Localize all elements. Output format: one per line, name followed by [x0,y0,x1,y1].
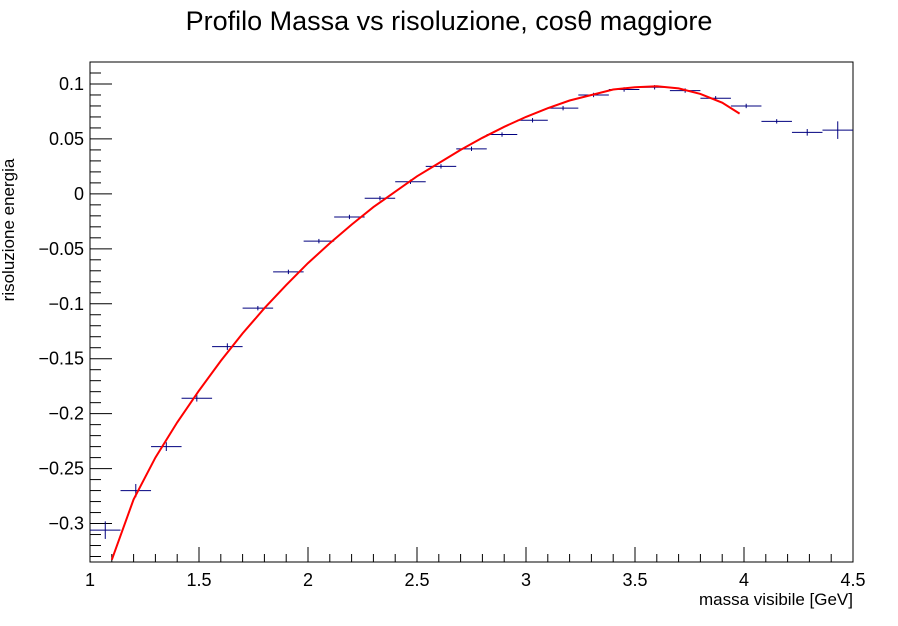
profile-point [90,521,121,539]
profile-point [181,394,213,402]
plot-frame [89,61,854,563]
fit-curve [110,85,741,561]
y-tick-label: −0.3 [48,514,84,534]
profile-point [151,442,182,452]
profile-point [425,164,457,169]
chart-title: Profilo Massa vs risoluzione, cosθ maggi… [186,6,713,36]
fit-curve-layer [110,85,741,561]
y-tick-label: −0.25 [38,459,84,479]
profile-points [90,85,853,539]
y-tick-label: 0.05 [49,129,84,149]
profile-point [364,196,396,201]
y-tick-label: −0.1 [48,294,84,314]
profile-point [822,121,853,139]
x-tick-label: 3.5 [622,570,647,590]
y-tick-label: −0.05 [38,239,84,259]
x-tick-label: 4 [739,570,749,590]
profile-point [517,118,548,123]
y-axis-title: risoluzione energia [0,158,18,301]
profile-point [486,132,518,137]
profile-point [242,305,274,311]
y-tick-label: 0 [74,184,84,204]
y-tick-label: 0.1 [59,74,84,94]
x-tick-label: 3 [521,570,531,590]
x-tick-label: 1 [85,570,95,590]
x-tick-label: 2 [303,570,313,590]
profile-point [761,119,792,124]
profile-point [791,129,823,136]
axes: 1 1.5 2 2.5 3 3.5 4 4.5 0.1 0.05 0 −0.05 −0.1 −0.15 −0… [38,61,866,590]
x-axis-title: massa visibile [GeV] [699,590,853,609]
profile-point [212,343,243,350]
y-tick-label: −0.2 [48,404,84,424]
profile-point [547,105,579,111]
profile-point [303,238,335,244]
x-tick-label: 2.5 [404,570,429,590]
x-tick-label: 1.5 [186,570,211,590]
y-tick-label: −0.15 [38,349,84,369]
profile-point [730,103,762,109]
x-tick-label: 4.5 [840,570,865,590]
